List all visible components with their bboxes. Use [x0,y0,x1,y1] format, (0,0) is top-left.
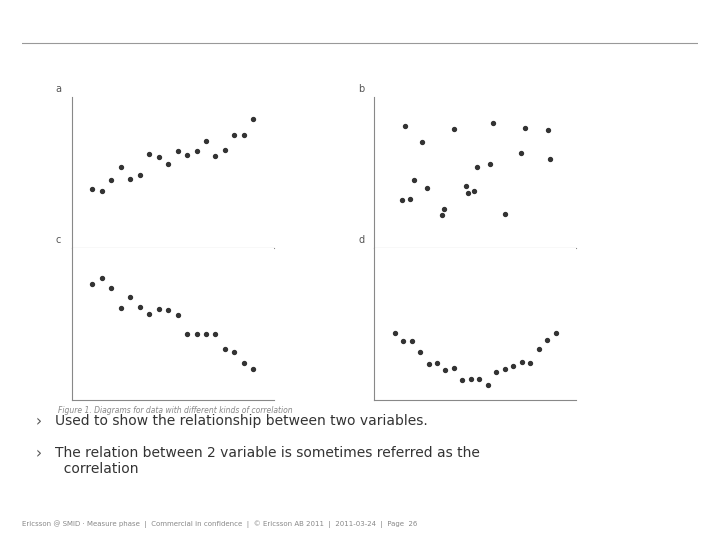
Point [248,364,259,373]
Text: ERICSSON: ERICSSON [660,50,687,56]
Point [421,183,433,192]
Point [474,375,485,383]
Point [519,123,531,132]
Point [238,359,250,368]
Text: b: b [359,84,364,94]
Point [238,131,250,139]
Point [115,163,127,172]
Point [115,304,127,313]
Point [396,195,408,204]
Point [191,147,202,156]
Point [416,138,428,146]
Point [462,188,474,197]
Point [105,284,117,292]
Point [397,337,409,346]
Text: Figure 1. Diagrams for data with different kinds of correlation: Figure 1. Diagrams for data with differe… [58,406,292,415]
Point [219,145,230,154]
Point [219,345,230,354]
Point [172,311,184,320]
Point [487,119,498,127]
Point [125,293,136,301]
Point [448,125,459,133]
Point [431,359,443,367]
Point [143,309,155,318]
Point [485,160,496,168]
Point [550,329,562,338]
Point [96,273,107,282]
Point [200,329,212,338]
Point [449,363,460,372]
Point [229,347,240,356]
Text: Ericsson @ SMID · Measure phase  |  Commercial in confidence  |  © Ericsson AB 2: Ericsson @ SMID · Measure phase | Commer… [22,520,417,528]
Point [181,151,193,160]
Point [400,122,411,130]
Text: d: d [359,235,364,245]
Point [465,374,477,383]
Point [542,126,554,134]
Point [86,185,98,194]
Point [172,146,184,155]
Point [438,205,449,214]
Point [389,329,400,338]
Point [516,358,528,367]
Point [210,152,221,160]
Point [490,367,502,376]
Point [499,364,510,373]
Point [86,280,98,289]
Point [143,150,155,158]
Point [456,376,468,384]
Point [516,148,527,157]
Point [525,359,536,367]
Text: a: a [56,84,62,94]
Point [460,182,472,191]
Point [125,175,136,184]
Text: ›: › [35,414,41,429]
Text: c: c [56,235,61,245]
Point [469,187,480,196]
Point [134,302,145,311]
Text: ε: ε [666,17,680,41]
Point [153,153,164,161]
Point [472,163,483,171]
Point [96,187,107,195]
Point [508,362,519,370]
Point [544,155,556,164]
Point [134,171,145,179]
Point [533,345,544,354]
Point [153,305,164,313]
Point [440,366,451,374]
Point [436,211,447,219]
Point [482,380,494,389]
Point [499,210,510,218]
Point [229,131,240,139]
Text: ›: › [35,446,41,461]
Point [423,360,434,368]
Point [181,329,193,338]
Point [191,330,202,339]
Point [105,176,117,184]
Point [405,194,416,203]
Point [248,114,259,123]
Point [414,348,426,356]
Point [210,329,221,338]
Point [408,176,420,184]
Point [162,160,174,168]
Point [541,336,553,345]
Point [162,306,174,314]
Text: The relation between 2 variable is sometimes referred as the
  correlation: The relation between 2 variable is somet… [55,446,480,476]
Text: Used to show the relationship between two variables.: Used to show the relationship between tw… [55,414,428,428]
Point [200,136,212,145]
Point [406,337,418,346]
